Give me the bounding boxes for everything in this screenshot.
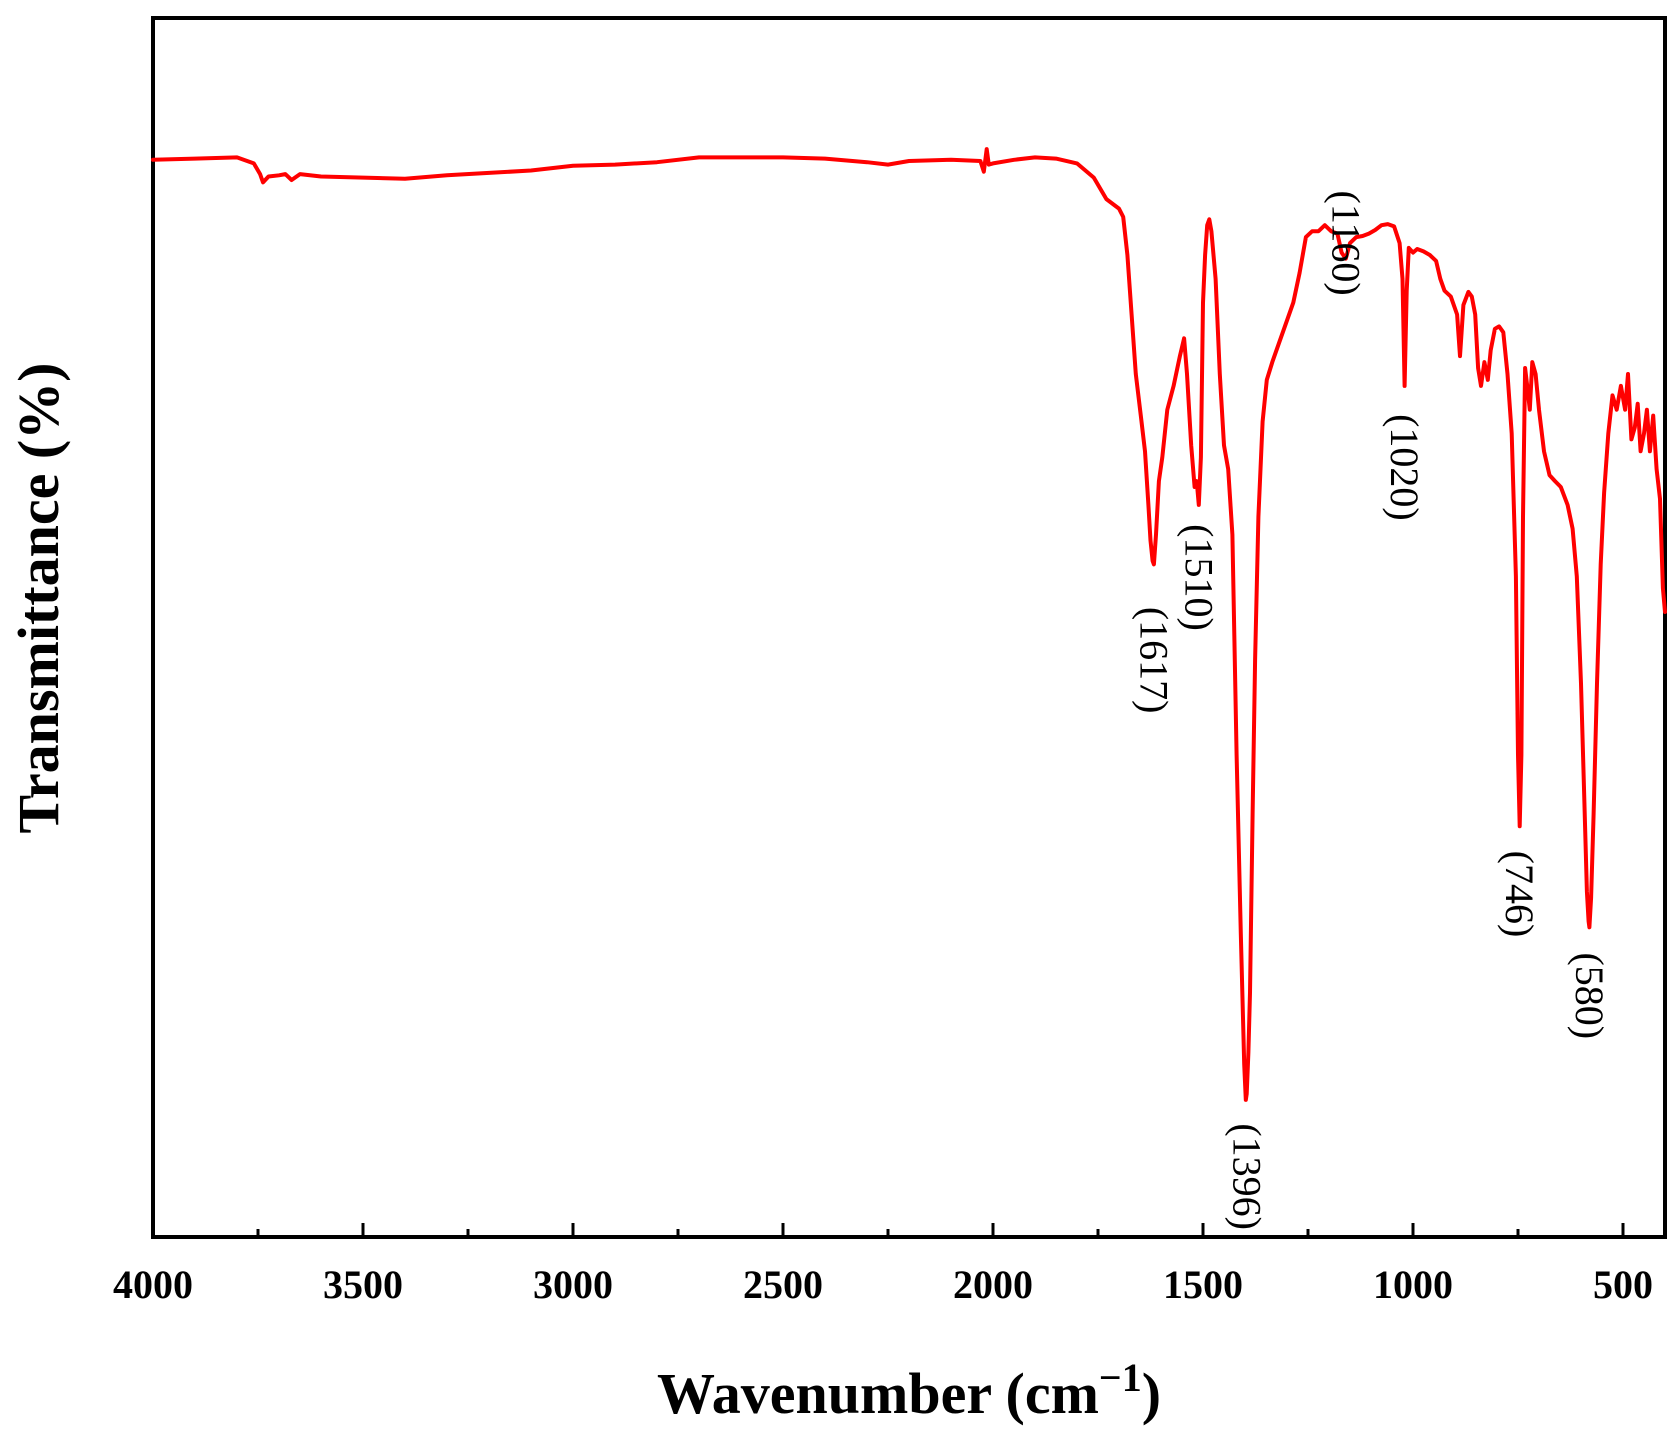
peak-label-580: (580) [1567,952,1612,1039]
y-axis-title: Transmittance (%) [6,363,71,834]
x-axis-tick-labels: 4000 3500 3000 2500 2000 1500 1000 500 [113,1262,1653,1307]
x-tick-label-3500: 3500 [323,1262,403,1307]
peak-label-746: (746) [1497,851,1542,938]
x-tick-label-1000: 1000 [1373,1262,1453,1307]
spectrum-series-line [151,147,1667,1102]
plot-frame [151,16,1667,1239]
x-tick-label-3000: 3000 [533,1262,613,1307]
peak-annotations: (1617)(1510) (1396) (1160) (1020) (746) (580) [1131,191,1612,1230]
x-tick-label-2500: 2500 [743,1262,823,1307]
x-tick-label-2000: 2000 [953,1262,1033,1307]
x-tick-label-500: 500 [1593,1262,1653,1307]
x-tick-label-1500: 1500 [1163,1262,1243,1307]
x-axis-title: Wavenumber (cm−1) [657,1355,1161,1426]
x-tick-label-4000: 4000 [113,1262,193,1307]
peak-label-1510: (1510) [1176,524,1221,631]
x-axis-ticks [151,1223,1625,1237]
peak-label-1160: (1160) [1323,191,1368,296]
peak-label-1396: (1396) [1224,1123,1269,1230]
peak-label-1020: (1020) [1382,414,1427,521]
peak-label-1617: (1617) [1131,607,1176,714]
